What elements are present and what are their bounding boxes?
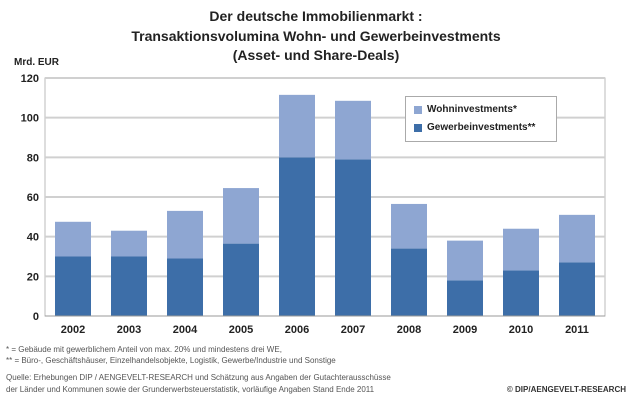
chart-title-line-2: Transaktionsvolumina Wohn- und Gewerbein… [131, 28, 501, 44]
bar-gewerbe-2009 [447, 280, 483, 316]
bar-wohn-2010 [503, 228, 539, 271]
bar-wohn-2005 [223, 188, 259, 244]
legend-swatch-wohn [414, 105, 422, 114]
x-tick-label: 2011 [565, 324, 589, 336]
x-tick-label: 2003 [117, 324, 141, 336]
x-tick-label: 2010 [509, 324, 533, 336]
y-axis-label: Mrd. EUR [14, 57, 59, 68]
bar-gewerbe-2002 [55, 256, 91, 316]
y-tick-label: 80 [27, 152, 39, 164]
x-tick-label: 2006 [285, 324, 309, 336]
source-line-2: der Länder und Kommunen sowie der Grunde… [6, 385, 375, 394]
y-tick-label: 40 [27, 232, 39, 244]
bar-wohn-2006 [279, 94, 315, 158]
y-tick-label: 20 [27, 271, 39, 283]
footnote-1: * = Gebäude mit gewerblichem Anteil von … [6, 345, 282, 354]
bar-wohn-2003 [111, 230, 147, 257]
bar-wohn-2004 [167, 210, 203, 259]
bar-wohn-2008 [391, 203, 427, 249]
bar-gewerbe-2005 [223, 243, 259, 316]
bar-wohn-2002 [55, 221, 91, 257]
footnote-2: ** = Büro-, Geschäftshäuser, Einzelhande… [6, 356, 336, 365]
y-tick-label: 60 [27, 192, 39, 204]
x-tick-label: 2002 [61, 324, 85, 336]
bar-wohn-2007 [335, 100, 371, 160]
legend: Wohninvestments* Gewerbeinvestments** [405, 96, 557, 142]
bar-gewerbe-2011 [559, 262, 595, 316]
y-tick-label: 0 [33, 311, 39, 323]
bar-gewerbe-2003 [111, 256, 147, 316]
bar-wohn-2011 [559, 214, 595, 263]
x-tick-label: 2007 [341, 324, 365, 336]
x-tick-label: 2008 [397, 324, 421, 336]
legend-label-wohn: Wohninvestments* [427, 104, 517, 115]
y-tick-label: 100 [21, 113, 39, 125]
x-tick-label: 2009 [453, 324, 477, 336]
bar-chart: 0 20 40 60 80 100 120 2002 2003 2004 2005 2006 2007 2… [21, 73, 606, 336]
bar-gewerbe-2008 [391, 248, 427, 316]
x-tick-label: 2005 [229, 324, 253, 336]
legend-item-wohn: Wohninvestments* [414, 104, 517, 115]
legend-swatch-gewerbe [414, 123, 422, 132]
y-tick-label: 120 [21, 73, 39, 85]
chart-title-line-3: (Asset- und Share-Deals) [232, 47, 400, 63]
legend-item-gewerbe: Gewerbeinvestments** [414, 122, 535, 133]
bar-wohn-2009 [447, 240, 483, 281]
source-line-1: Quelle: Erhebungen DIP / AENGEVELT-RESEA… [6, 373, 391, 382]
chart-title-line-1: Der deutsche Immobilienmarkt : [209, 8, 423, 24]
legend-label-gewerbe: Gewerbeinvestments** [427, 122, 536, 133]
bar-gewerbe-2006 [279, 157, 315, 316]
bar-gewerbe-2004 [167, 258, 203, 316]
copyright: © DIP/AENGEVELT-RESEARCH [506, 385, 626, 394]
bar-gewerbe-2010 [503, 270, 539, 316]
x-tick-label: 2004 [173, 324, 198, 336]
bar-gewerbe-2007 [335, 159, 371, 316]
